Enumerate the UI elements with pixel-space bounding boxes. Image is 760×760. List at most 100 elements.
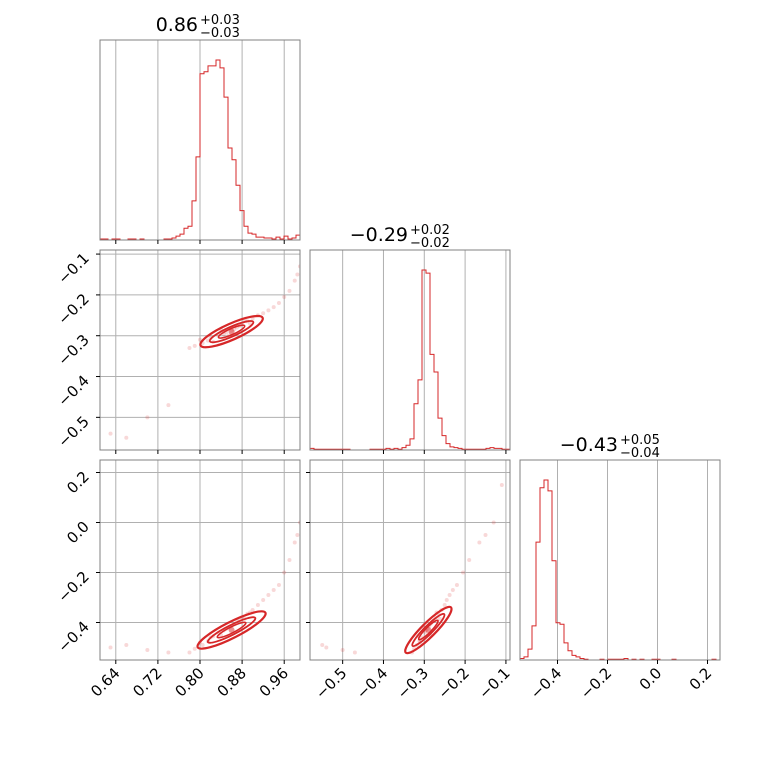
sample-point bbox=[282, 570, 287, 575]
x-tick-label: 0.64 bbox=[87, 664, 123, 700]
panel-title: 0.86 +0.03−0.03 bbox=[156, 13, 240, 41]
sample-point bbox=[205, 338, 210, 343]
sample-point bbox=[255, 603, 260, 607]
sample-point bbox=[295, 533, 300, 537]
contour-core bbox=[228, 328, 235, 335]
sample-point bbox=[187, 345, 192, 350]
sample-point bbox=[271, 588, 276, 592]
sample-point bbox=[200, 643, 205, 647]
sample-point bbox=[248, 321, 252, 326]
x-tick-label: 0.96 bbox=[256, 664, 292, 700]
x-tick-label: −0.4 bbox=[353, 664, 391, 702]
title-plus-error: +0.05 bbox=[620, 433, 660, 448]
sample-point bbox=[250, 608, 255, 612]
x-tick-label: −0.5 bbox=[312, 664, 350, 702]
sample-point bbox=[187, 650, 192, 655]
scatter-panel-frame bbox=[309, 459, 511, 661]
sample-point bbox=[266, 593, 271, 597]
sample-point bbox=[145, 415, 150, 420]
sample-point bbox=[301, 256, 305, 260]
sample-point bbox=[271, 305, 276, 310]
sample-point bbox=[301, 483, 305, 487]
sample-point bbox=[454, 583, 459, 587]
sample-point bbox=[276, 301, 281, 306]
y-tick-label: 0.2 bbox=[63, 468, 93, 498]
sample-point bbox=[461, 570, 466, 575]
title-minus-error: −0.04 bbox=[620, 446, 660, 461]
sample-point bbox=[447, 593, 452, 597]
contour-line bbox=[199, 314, 264, 349]
sample-point bbox=[499, 483, 504, 487]
sample-point bbox=[124, 643, 129, 647]
sample-point bbox=[444, 598, 449, 602]
sample-point bbox=[467, 558, 472, 562]
y-tick-label: −0.2 bbox=[54, 290, 92, 328]
sample-point bbox=[477, 540, 482, 545]
title-plus-error: +0.02 bbox=[410, 223, 450, 238]
sample-point bbox=[442, 603, 447, 607]
scatter-group bbox=[108, 256, 305, 440]
sample-point bbox=[108, 645, 113, 650]
sample-point bbox=[192, 646, 197, 651]
title-plus-error: +0.03 bbox=[200, 13, 240, 28]
sample-point bbox=[287, 288, 292, 293]
histogram-panel-frame bbox=[519, 459, 721, 661]
y-tick-label: −0.3 bbox=[54, 331, 92, 369]
panel-title: −0.43 +0.05−0.04 bbox=[560, 433, 660, 461]
panel-title: −0.29 +0.02−0.02 bbox=[350, 223, 450, 251]
sample-point bbox=[166, 650, 171, 655]
sample-point bbox=[266, 308, 271, 313]
contour-line bbox=[206, 616, 257, 644]
sample-point bbox=[276, 583, 281, 587]
histogram-panel-frame bbox=[309, 249, 511, 451]
y-tick-label: −0.2 bbox=[54, 568, 92, 606]
sample-point bbox=[108, 431, 113, 436]
x-tick-label: −0.4 bbox=[527, 664, 565, 702]
title-value: 0.86 bbox=[156, 14, 198, 36]
sample-point bbox=[292, 540, 297, 545]
y-tick-label: −0.4 bbox=[54, 618, 92, 656]
contour-line bbox=[208, 320, 255, 344]
x-tick-label: 0.72 bbox=[129, 664, 165, 700]
sample-point bbox=[295, 272, 300, 277]
sample-point bbox=[491, 520, 496, 525]
sample-point bbox=[145, 648, 150, 652]
sample-point bbox=[124, 435, 129, 440]
title-minus-error: −0.02 bbox=[410, 236, 450, 251]
contour-line bbox=[404, 605, 453, 655]
title-value: −0.43 bbox=[560, 434, 618, 456]
sample-point bbox=[287, 558, 292, 562]
sample-point bbox=[450, 588, 455, 592]
contour-core bbox=[425, 627, 432, 633]
y-tick-label: −0.5 bbox=[54, 412, 92, 450]
contour-line bbox=[411, 612, 446, 648]
sample-point bbox=[192, 343, 197, 348]
x-tick-label: 0.88 bbox=[214, 664, 250, 700]
scatter-group bbox=[320, 483, 504, 655]
contour-line bbox=[216, 621, 247, 639]
sample-point bbox=[352, 650, 357, 655]
contour-line bbox=[196, 610, 267, 650]
sample-point bbox=[340, 648, 345, 652]
scatter-group bbox=[108, 483, 305, 655]
x-tick-label: −0.2 bbox=[577, 664, 615, 702]
sample-point bbox=[483, 533, 488, 537]
contour-line bbox=[217, 324, 246, 339]
x-tick-label: −0.3 bbox=[394, 664, 432, 702]
x-tick-label: 0.80 bbox=[171, 664, 207, 700]
x-tick-label: −0.1 bbox=[475, 664, 513, 702]
title-value: −0.29 bbox=[350, 224, 408, 246]
sample-point bbox=[320, 643, 325, 647]
y-tick-label: 0.0 bbox=[63, 518, 93, 548]
x-tick-label: 0.2 bbox=[686, 664, 716, 694]
sample-point bbox=[324, 645, 329, 650]
y-tick-label: −0.1 bbox=[54, 249, 92, 287]
x-tick-label: 0.0 bbox=[636, 664, 666, 694]
histogram-step-line bbox=[520, 479, 720, 661]
sample-point bbox=[261, 598, 266, 602]
sample-point bbox=[292, 278, 297, 283]
sample-point bbox=[166, 403, 171, 408]
contour-core bbox=[228, 627, 235, 633]
x-tick-label: −0.2 bbox=[434, 664, 472, 702]
